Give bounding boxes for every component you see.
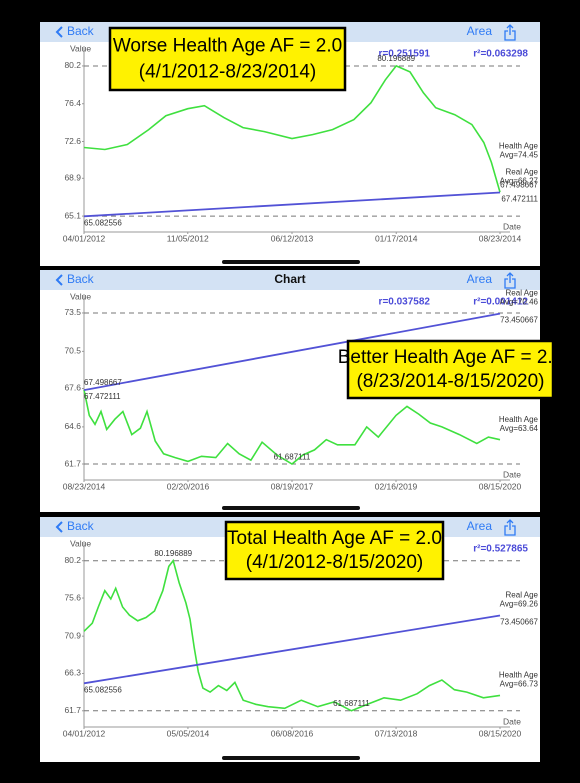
series-name: Health Age [499,141,539,150]
callout-range: (8/23/2014-8/15/2020) [356,371,544,392]
x-axis-label: Date [503,716,521,726]
value-annotation: 65.082556 [84,685,122,694]
callout-box [224,520,445,581]
r-label: r=0.037582 [379,297,431,308]
x-tick-label: 02/20/2016 [167,481,210,491]
y-tick-label: 80.2 [64,60,81,70]
y-tick-label: 61.7 [64,458,81,468]
home-indicator [222,506,360,510]
home-indicator [222,260,360,264]
value-annotation: 80.196889 [377,54,415,63]
value-annotation: 73.450667 [500,316,538,325]
value-annotation: 73.450667 [500,618,538,627]
back-button[interactable]: Back [67,24,95,38]
x-axis-label: Date [503,221,521,231]
x-tick-label: 01/17/2014 [375,233,418,243]
y-tick-label: 75.6 [64,592,81,602]
health-age-line [83,558,501,712]
x-tick-label: 08/23/2014 [479,233,522,243]
x-tick-label: 08/15/2020 [479,728,522,738]
y-tick-label: 70.9 [64,630,81,640]
callout-range: (4/1/2012-8/15/2020) [246,552,423,573]
real-age-line [83,614,501,685]
y-tick-label: 64.6 [64,421,81,431]
value-annotation: 80.196889 [154,549,192,558]
nav-bar [40,270,540,290]
x-tick-label: 04/01/2012 [63,728,106,738]
x-tick-label: 08/23/2014 [63,481,106,491]
series-name: Health Age [499,670,539,679]
area-button[interactable]: Area [467,24,493,38]
y-axis-label: Value [70,43,91,53]
share-icon[interactable] [504,24,516,41]
y-tick-label: 66.3 [64,668,81,678]
series-average: Avg=66.27 [500,177,539,186]
x-tick-label: 05/05/2014 [167,728,210,738]
back-chevron[interactable] [55,26,63,38]
series-average: Avg=63.64 [500,424,539,433]
share-icon[interactable] [504,519,516,536]
value-annotation: 67.498667 [500,180,538,189]
r2-label: r²=0.001412 [473,297,528,308]
series-average: Avg=70.46 [500,298,539,307]
x-tick-label: 06/08/2016 [271,728,314,738]
y-axis-label: Value [70,538,91,548]
series-average: Avg=74.45 [500,150,539,159]
y-tick-label: 72.6 [64,136,81,146]
home-indicator [222,756,360,760]
value-annotation: 61.687111 [333,699,370,708]
real-age-line [83,312,501,391]
back-chevron[interactable] [55,274,63,286]
area-button[interactable]: Area [467,272,493,286]
share-icon[interactable] [504,272,516,289]
r2-label: r²=0.063298 [473,49,528,60]
area-button[interactable]: Area [467,519,493,533]
y-tick-label: 61.7 [64,705,81,715]
value-annotation: 67.472111 [501,195,538,204]
health-age-line [83,389,501,465]
series-name: Real Age [506,289,539,298]
value-annotation: 67.472111 [84,392,121,401]
health-age-line [83,64,501,193]
y-tick-label: 76.4 [64,98,81,108]
series-average: Avg=66.73 [500,679,539,688]
x-tick-label: 11/05/2012 [167,233,209,243]
y-tick-label: 67.6 [64,383,81,393]
r2-label: r²=0.527865 [473,544,528,555]
x-tick-label: 08/19/2017 [271,481,314,491]
series-average: Avg=69.26 [500,600,539,609]
x-tick-label: 07/13/2018 [375,728,418,738]
callout-range: (4/1/2012-8/23/2014) [139,62,316,83]
x-tick-label: 08/15/2020 [479,481,522,491]
value-annotation: 65.082556 [84,218,122,227]
callout-box [346,339,555,400]
nav-title: Chart [274,272,305,286]
callout-title: Worse Health Age AF = 2.0 [113,36,342,57]
value-annotation: 61.687111 [274,452,311,461]
y-tick-label: 65.1 [64,210,81,220]
callout-box [108,26,347,92]
series-name: Health Age [499,415,539,424]
x-tick-label: 04/01/2012 [63,233,106,243]
series-name: Real Age [506,591,539,600]
y-tick-label: 80.2 [64,555,81,565]
r-label: r=0.251591 [379,49,431,60]
y-axis-label: Value [70,291,91,301]
back-chevron[interactable] [55,521,63,533]
x-tick-label: 06/12/2013 [271,233,314,243]
x-tick-label: 02/16/2019 [375,481,418,491]
y-tick-label: 70.5 [64,346,81,356]
real-age-line [83,191,501,218]
callout-title: Total Health Age AF = 2.0 [227,528,442,549]
y-tick-label: 73.5 [64,307,81,317]
series-name: Real Age [506,168,539,177]
back-button[interactable]: Back [67,519,95,533]
x-axis-label: Date [503,469,521,479]
back-button[interactable]: Back [67,272,95,286]
callout-title: Better Health Age AF = 2.0 [338,347,564,368]
value-annotation: 67.498667 [84,378,122,387]
y-tick-label: 68.9 [64,173,81,183]
